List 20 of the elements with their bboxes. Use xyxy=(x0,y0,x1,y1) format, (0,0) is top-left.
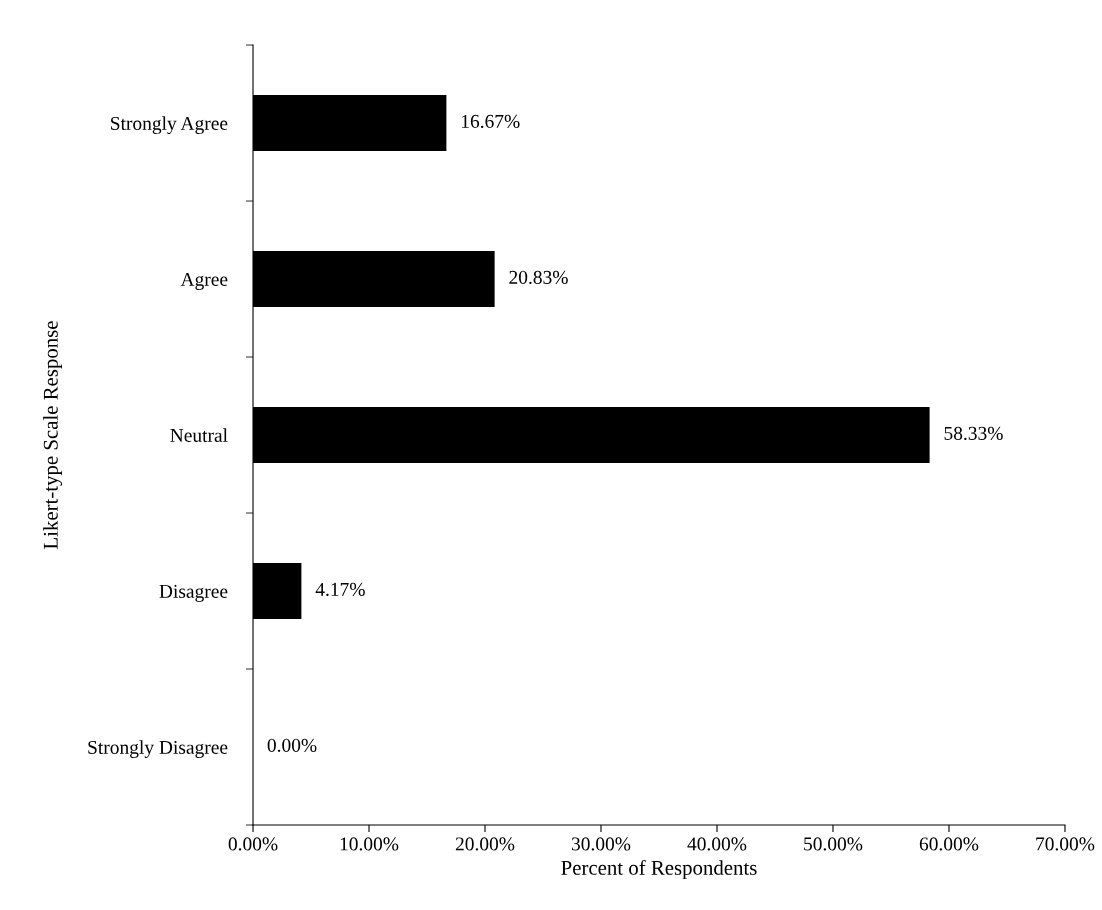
x-tick-label: 30.00% xyxy=(571,837,631,851)
y-tick-label: Strongly Agree xyxy=(111,116,228,134)
x-tick-label: 0.00% xyxy=(228,837,278,851)
x-tick-label: 20.00% xyxy=(455,837,515,851)
x-tick-label: 50.00% xyxy=(804,837,863,851)
x-tick-label: 70.00% xyxy=(1036,837,1095,851)
x-tick-label: 10.00% xyxy=(340,837,399,851)
y-tick-label: Strongly Disagree xyxy=(88,740,228,758)
x-axis-title: Percent of Respondents xyxy=(561,860,757,880)
y-tick-label: Neutral xyxy=(170,428,228,442)
data-label: 58.33% xyxy=(944,426,1003,440)
y-axis-title: Likert-type Scale Response xyxy=(43,321,63,549)
y-tick-label: Disagree xyxy=(159,584,228,602)
x-tick-label: 60.00% xyxy=(919,837,979,851)
data-label: 4.17% xyxy=(315,582,365,596)
data-label: 0.00% xyxy=(267,738,317,752)
y-tick-label: Agree xyxy=(180,272,228,290)
data-label: 20.83% xyxy=(509,270,568,284)
data-label: 16.67% xyxy=(461,114,520,128)
x-tick-label: 40.00% xyxy=(687,837,747,851)
